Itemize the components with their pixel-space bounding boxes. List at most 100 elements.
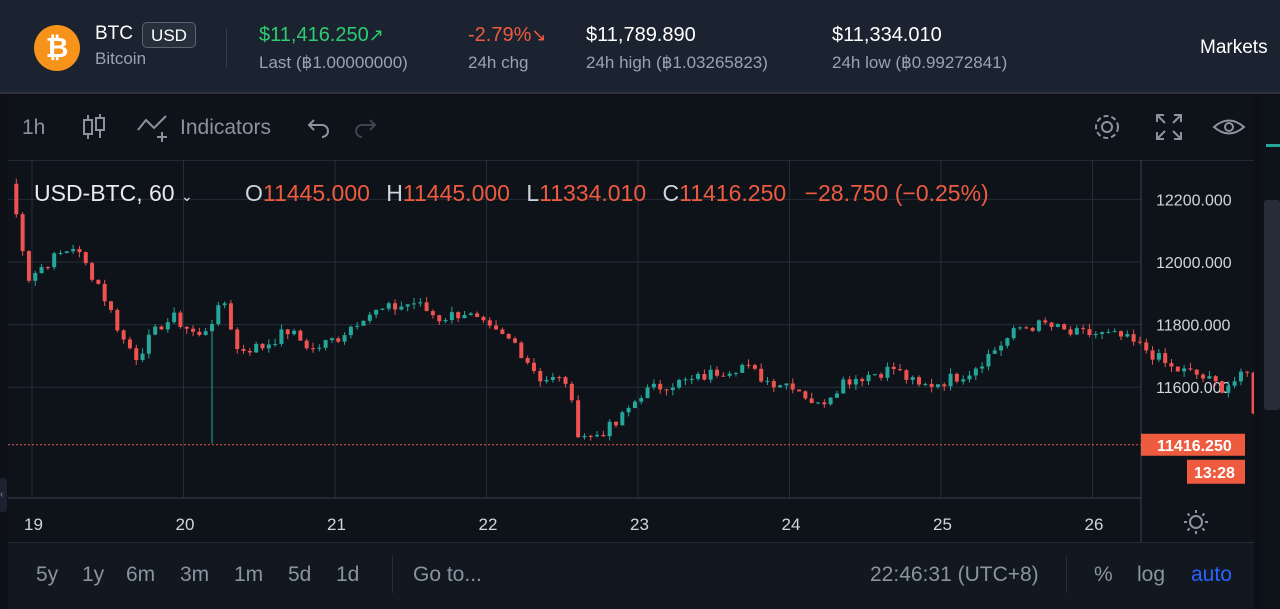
candle-body xyxy=(336,338,341,342)
candle xyxy=(481,315,486,324)
candle-body xyxy=(424,302,429,312)
candle xyxy=(1137,336,1142,345)
candle-body xyxy=(20,214,25,252)
candle xyxy=(487,317,492,329)
candle xyxy=(14,178,19,218)
candle xyxy=(1245,371,1250,377)
candle xyxy=(20,211,25,256)
candle-body xyxy=(1131,334,1136,342)
settings-gear-icon[interactable] xyxy=(1090,110,1124,144)
candle xyxy=(778,384,783,389)
candle-body xyxy=(367,314,372,321)
candle-body xyxy=(159,326,164,330)
candle xyxy=(323,339,328,351)
redo-icon[interactable] xyxy=(352,114,378,138)
candle xyxy=(614,421,618,428)
candle-body xyxy=(721,375,726,377)
candle-body xyxy=(727,373,732,376)
goto-button[interactable]: Go to... xyxy=(413,563,482,586)
range-1d[interactable]: 1d xyxy=(336,563,360,586)
candle xyxy=(658,379,663,394)
candle xyxy=(771,378,776,393)
candle-body xyxy=(1100,332,1105,335)
interval-button[interactable]: 1h xyxy=(22,116,46,139)
indicators-button[interactable]: Indicators xyxy=(180,116,272,139)
candle xyxy=(235,327,240,354)
candle-body xyxy=(1220,381,1224,393)
candle xyxy=(228,300,233,331)
candle-body xyxy=(999,345,1004,351)
candle-body xyxy=(1018,327,1022,329)
candle xyxy=(399,301,404,311)
candle-body xyxy=(885,366,890,378)
candle xyxy=(948,368,953,391)
indicators-icon[interactable] xyxy=(136,112,172,144)
clock: 22:46:31 (UTC+8) xyxy=(870,563,1039,586)
candle xyxy=(607,419,612,441)
auto-toggle[interactable]: auto xyxy=(1191,563,1232,586)
candle xyxy=(191,325,196,337)
candle xyxy=(367,311,372,324)
range-6m[interactable]: 6m xyxy=(126,563,156,586)
currency-selector[interactable]: USD xyxy=(142,22,196,48)
markets-button[interactable]: Markets xyxy=(1200,37,1268,58)
candle-body xyxy=(418,302,423,304)
candle xyxy=(506,333,511,340)
candle-body xyxy=(96,279,101,284)
candle-body xyxy=(216,305,221,325)
candle-body xyxy=(1175,366,1180,372)
candle-body xyxy=(254,343,259,353)
candle-body xyxy=(1119,331,1123,337)
range-1y[interactable]: 1y xyxy=(82,563,105,586)
log-toggle[interactable]: log xyxy=(1137,563,1166,586)
legend-pair[interactable]: USD-BTC, 60 ⌄ xyxy=(34,180,193,206)
candle-body xyxy=(241,349,246,351)
candle-body xyxy=(759,368,764,382)
bottom-divider xyxy=(1066,555,1067,593)
candle-body xyxy=(146,334,151,354)
candle-body xyxy=(1125,334,1130,337)
range-5d[interactable]: 5d xyxy=(288,563,312,586)
candle xyxy=(1175,366,1180,372)
y-tick-label: 12000.000 xyxy=(1156,255,1232,272)
candle xyxy=(727,371,732,378)
candle-body xyxy=(222,303,227,306)
candle-body xyxy=(1106,331,1111,333)
candle xyxy=(1201,373,1206,383)
candle xyxy=(197,327,202,337)
candle-body xyxy=(860,379,865,382)
percent-toggle[interactable]: % xyxy=(1094,563,1113,586)
candle-body xyxy=(279,329,284,344)
candle xyxy=(1144,338,1149,354)
bitcoin-logo-icon: ₿ xyxy=(34,25,80,71)
candle-body xyxy=(481,316,486,321)
candle-body xyxy=(203,331,208,335)
scroll-left-handle[interactable]: ‹ xyxy=(0,478,7,512)
candle-body xyxy=(816,402,820,404)
candle xyxy=(329,337,334,343)
scrollbar-thumb[interactable] xyxy=(1264,200,1280,410)
candle-body xyxy=(247,350,252,353)
candle xyxy=(765,376,770,386)
range-5y[interactable]: 5y xyxy=(36,563,59,586)
undo-icon[interactable] xyxy=(306,114,332,138)
candle-body xyxy=(285,329,290,335)
y-tick-label: 12200.000 xyxy=(1156,192,1232,209)
range-3m[interactable]: 3m xyxy=(180,563,210,586)
candle xyxy=(443,317,448,323)
price-chart[interactable]: 12200.000 12000.000 11800.000 11600.000 19 20… xyxy=(8,160,1254,542)
candle xyxy=(254,341,259,353)
candle-body xyxy=(273,343,278,345)
candle xyxy=(71,244,76,254)
candle xyxy=(999,341,1004,356)
candle xyxy=(222,301,227,309)
candle-body xyxy=(1194,369,1199,375)
chevron-down-icon: ⌄ xyxy=(180,188,193,204)
candle-body xyxy=(292,330,297,335)
candle-style-icon[interactable] xyxy=(80,112,108,142)
range-1m[interactable]: 1m xyxy=(234,563,264,586)
candle-body xyxy=(626,408,631,413)
eye-icon[interactable] xyxy=(1212,114,1246,140)
candle xyxy=(967,370,972,383)
fullscreen-icon[interactable] xyxy=(1154,112,1184,142)
